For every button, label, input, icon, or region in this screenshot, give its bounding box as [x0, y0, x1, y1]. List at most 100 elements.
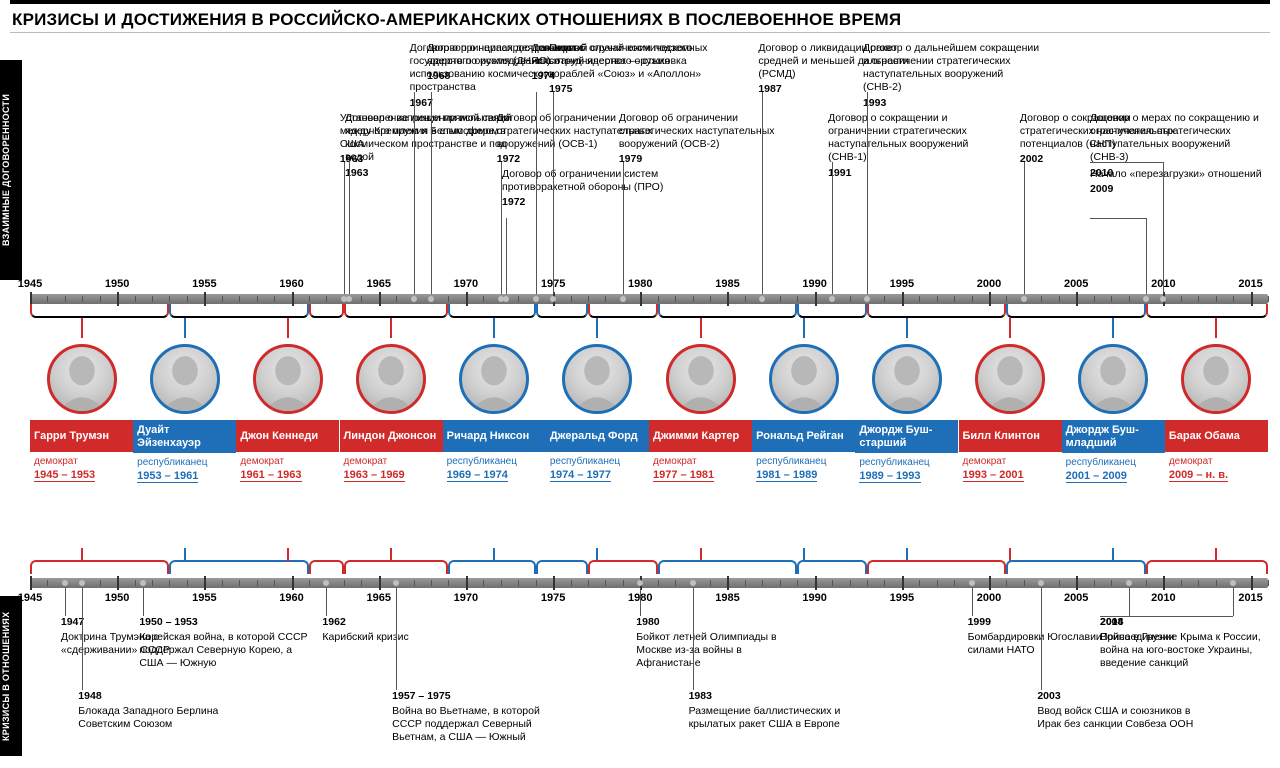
agreement-year: 1979 — [619, 153, 799, 166]
crisis-annotation: 2003Ввод войск США и союзников в Ирак бе… — [1037, 690, 1207, 731]
term-connector — [1009, 318, 1011, 338]
axis-event-marker — [79, 580, 85, 586]
president-portrait — [459, 344, 529, 414]
leader-line — [326, 588, 327, 616]
term-connector — [493, 318, 495, 338]
agreement-annotation: Договор об ограничении систем противорак… — [502, 168, 682, 209]
crisis-year: 2014 — [1100, 616, 1270, 629]
crisis-annotation: 1983Размещение баллистических и крылатых… — [689, 690, 859, 731]
term-connector — [81, 318, 83, 338]
president-name: Ричард Никсон — [443, 420, 546, 452]
axis-event-marker — [1230, 580, 1236, 586]
president-portrait — [47, 344, 117, 414]
axis-event-marker — [864, 296, 870, 302]
leader-line — [1163, 162, 1164, 294]
crisis-annotation: 2014Присоединение Крыма к России, война … — [1100, 616, 1270, 671]
axis-event-marker — [1126, 580, 1132, 586]
president-party: республиканец — [546, 456, 649, 467]
crisis-annotation: 1980Бойкот летней Олимпиады в Москве из-… — [636, 616, 806, 671]
term-bracket-top — [797, 304, 867, 318]
leader-line — [396, 588, 397, 690]
term-bracket-top — [448, 304, 535, 318]
term-bracket-bottom — [30, 560, 169, 574]
agreement-text: Договор о сокращении и ограничении страт… — [828, 112, 968, 163]
axis-year-label: 1995 — [890, 278, 914, 290]
president-party: демократ — [340, 456, 443, 467]
crisis-annotation: 1962Карибский кризис — [322, 616, 492, 644]
axis-year-label: 1990 — [802, 592, 826, 604]
axis-year-label: 1965 — [366, 592, 390, 604]
leader-line — [553, 92, 554, 294]
term-connector — [390, 318, 392, 338]
axis-year-label: 1980 — [628, 278, 652, 290]
president-name: Джордж Буш-старший — [855, 420, 958, 453]
agreement-year: 1993 — [863, 97, 1043, 110]
axis-year-label: 1995 — [890, 592, 914, 604]
agreement-annotation: Договор о мерах по сокращению и ограниче… — [1090, 112, 1270, 180]
president-term: 1961 – 1963 — [240, 469, 301, 482]
term-bracket-bottom — [588, 560, 658, 574]
axis-event-marker — [533, 296, 539, 302]
axis-year-label: 1970 — [454, 592, 478, 604]
leader-line — [506, 218, 507, 294]
agreement-annotation: Договор о сокращении и ограничении страт… — [828, 112, 1008, 180]
axis-event-marker — [62, 580, 68, 586]
president-name: Гарри Трумэн — [30, 420, 133, 452]
term-bracket-top — [169, 304, 308, 318]
president-card: Дуайт Эйзенхауэрреспубликанец1953 – 1961 — [133, 320, 236, 483]
section-label-crises: КРИЗИСЫ В ОТНОШЕНИЯХ — [0, 596, 22, 756]
president-party: демократ — [236, 456, 339, 467]
president-term: 1993 – 2001 — [963, 469, 1024, 482]
axis-year-label: 1990 — [802, 278, 826, 290]
crisis-year: 2003 — [1037, 690, 1207, 703]
term-bracket-top — [344, 304, 449, 318]
term-bracket-top — [1006, 304, 1145, 318]
term-bracket-top — [30, 304, 169, 318]
axis-event-marker — [346, 296, 352, 302]
president-name: Джимми Картер — [649, 420, 752, 452]
president-card: Джимми Картердемократ1977 – 1981 — [649, 320, 752, 482]
axis-year-label: 1985 — [715, 278, 739, 290]
crisis-text: Бойкот летней Олимпиады в Москве из-за в… — [636, 631, 776, 669]
president-portrait — [769, 344, 839, 414]
axis-year-label: 1960 — [279, 278, 303, 290]
president-portrait — [253, 344, 323, 414]
agreement-year: 1972 — [502, 196, 682, 209]
axis-year-label: 1955 — [192, 592, 216, 604]
axis-event-marker — [637, 580, 643, 586]
agreement-year: 1963 — [345, 167, 525, 180]
term-bracket-top — [588, 304, 658, 318]
axis-event-marker — [1160, 296, 1166, 302]
term-bracket-bottom — [867, 560, 1006, 574]
term-connector — [81, 548, 83, 562]
agreement-text: Договор о запрещении испытаний ядерного … — [345, 112, 512, 163]
president-portrait — [1078, 344, 1148, 414]
president-name: Линдон Джонсон — [340, 420, 443, 452]
agreement-text: Договор об ограничении стратегических на… — [619, 112, 775, 150]
agreement-year: 1991 — [828, 167, 1008, 180]
president-card: Линдон Джонсондемократ1963 – 1969 — [340, 320, 443, 482]
president-party: демократ — [959, 456, 1062, 467]
president-portrait — [150, 344, 220, 414]
axis-year-label: 1950 — [105, 278, 129, 290]
axis-event-marker — [393, 580, 399, 586]
axis-year-label: 2010 — [1151, 592, 1175, 604]
page-title: КРИЗИСЫ И ДОСТИЖЕНИЯ В РОССИЙСКО-АМЕРИКА… — [12, 10, 901, 30]
term-bracket-bottom — [536, 560, 588, 574]
leader-line — [867, 92, 868, 294]
leader-line — [143, 588, 144, 616]
axis-event-marker — [550, 296, 556, 302]
axis-event-marker — [690, 580, 696, 586]
axis-event-marker — [503, 296, 509, 302]
crisis-annotation: 1957 – 1975Война во Вьетнаме, в которой … — [392, 690, 562, 745]
president-term: 1945 – 1953 — [34, 469, 95, 482]
term-bracket-bottom — [344, 560, 449, 574]
agreement-annotation: Договор об ограничении стратегических на… — [619, 112, 799, 167]
axis-event-marker — [829, 296, 835, 302]
president-card: Гарри Трумэндемократ1945 – 1953 — [30, 320, 133, 482]
crisis-text: Блокада Западного Берлина Советским Союз… — [78, 705, 218, 730]
president-card: Ричард Никсонреспубликанец1969 – 1974 — [443, 320, 546, 482]
term-connector — [184, 318, 186, 338]
leader-line — [1146, 218, 1147, 294]
president-card: Джордж Буш-старшийреспубликанец1989 – 19… — [855, 320, 958, 483]
